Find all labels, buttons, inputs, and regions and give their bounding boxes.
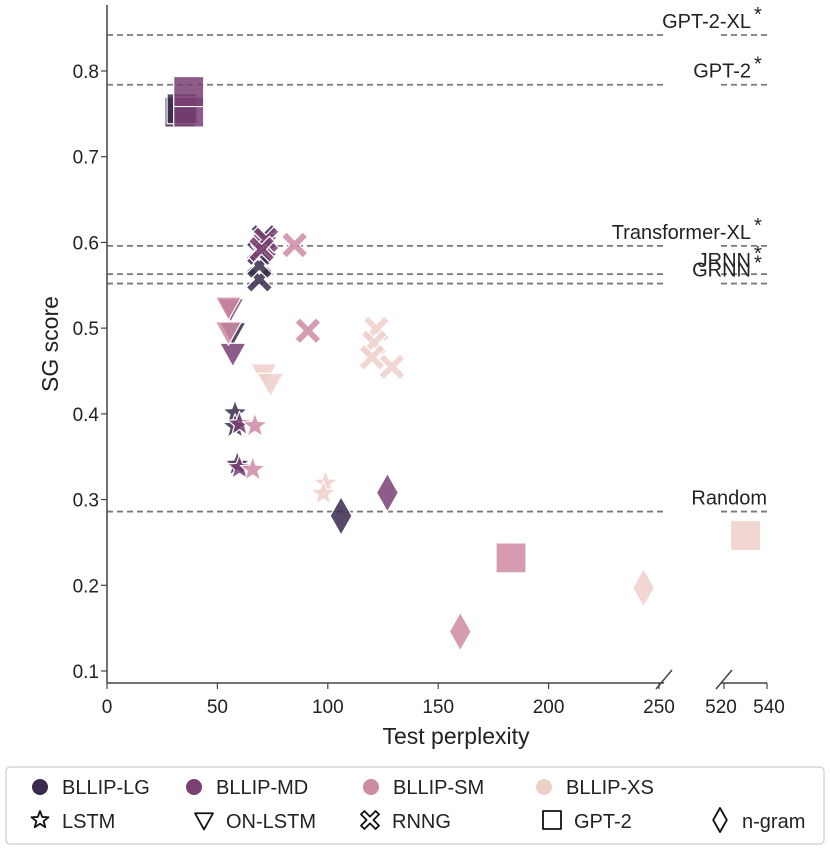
legend-swatch-bllip-sm: [363, 779, 379, 795]
point-rnng-bllip-sm: [281, 231, 309, 259]
x-tick-label: 0: [102, 697, 113, 718]
ref-asterisk: *: [754, 243, 762, 265]
data-points: [164, 75, 762, 652]
legend-marker-x: [360, 810, 380, 830]
x-tick-label: 50: [207, 697, 228, 718]
legend-label: BLLIP-XS: [566, 777, 654, 799]
legend-label: BLLIP-MD: [216, 777, 308, 799]
legend-label: ON-LSTM: [226, 811, 316, 833]
point-on-lstm-bllip-xs: [256, 372, 284, 398]
x-tick-label: 520: [705, 697, 737, 718]
ref-asterisk: *: [754, 54, 762, 76]
point-rnng-bllip-sm: [294, 317, 322, 345]
x-tick-label: 250: [643, 697, 675, 718]
legend-label: n-gram: [742, 811, 805, 833]
axes: [106, 5, 767, 690]
x-tick-label: 540: [753, 697, 785, 718]
point-on-lstm-bllip-md: [219, 342, 247, 368]
reference-line-gpt-2-xl: GPT-2-XL *: [107, 4, 767, 36]
ref-asterisk: *: [754, 4, 762, 26]
y-tick-label: 0.3: [73, 491, 99, 512]
point-lstm-bllip-md: [226, 410, 253, 436]
ref-label: GRNN: [692, 260, 751, 282]
reference-line-jrnn: JRNN *: [107, 243, 767, 276]
reference-lines: GPT-2-XL *GPT-2 *Transformer-XL *JRNN *GRNN *…: [107, 4, 767, 513]
legend-marker-diamond: [712, 807, 728, 833]
reference-line-gpt-2: GPT-2 *: [107, 54, 767, 86]
legend-frame: [5, 766, 825, 845]
point-lstm-bllip-sm: [241, 412, 268, 437]
point-gpt-2-bllip-sm: [495, 542, 527, 574]
point-n-gram-bllip-sm: [448, 611, 472, 652]
ref-label: JRNN: [698, 250, 751, 272]
legend-swatch-bllip-md: [186, 779, 202, 795]
point-on-lstm-bllip-sm: [214, 321, 243, 346]
y-tick-label: 0.2: [73, 576, 99, 597]
axis-break-right: [715, 669, 733, 690]
point-rnng-bllip-xs: [378, 353, 406, 381]
point-n-gram-bllip-lg: [329, 496, 353, 536]
ref-label: GPT-2-XL: [662, 11, 751, 33]
y-tick-label: 0.5: [73, 319, 99, 340]
legend-label: RNNG: [392, 811, 451, 833]
legend-label: BLLIP-LG: [62, 777, 150, 799]
reference-line-transformer-xl: Transformer-XL *: [107, 215, 767, 247]
point-gpt-2-bllip-md: [173, 75, 205, 108]
ref-label: Transformer-XL: [612, 222, 751, 244]
point-rnng-bllip-md: [247, 235, 276, 263]
y-tick-label: 0.7: [73, 148, 99, 169]
point-lstm-bllip-md: [226, 454, 253, 479]
ref-asterisk: *: [754, 215, 762, 237]
legend-label: GPT-2: [574, 811, 632, 833]
ref-label: GPT-2: [693, 61, 751, 83]
y-tick-label: 0.8: [73, 62, 99, 83]
x-tick-label: 100: [312, 697, 344, 718]
point-rnng-bllip-xs: [358, 343, 386, 371]
legend-swatch-bllip-lg: [32, 779, 48, 795]
y-axis-title: SG score: [37, 296, 63, 392]
ticks: 0.1 0.2 0.3 0.4 0.5 0.6 0.7 0.8 0 50 100 150 200 250 5…: [73, 62, 785, 718]
legend-marker-star: [30, 810, 50, 829]
x-axis-title: Test perplexity: [382, 723, 530, 749]
y-tick-label: 0.4: [73, 405, 100, 426]
y-tick-label: 0.6: [73, 233, 99, 254]
legend-marker-triangle-down: [194, 812, 214, 831]
legend-label: BLLIP-SM: [393, 777, 484, 799]
point-n-gram-bllip-md: [375, 472, 399, 513]
legend-swatch-bllip-xs: [536, 779, 552, 795]
point-gpt-2-bllip-xs: [729, 519, 762, 552]
ref-asterisk: *: [754, 253, 762, 275]
point-on-lstm-bllip-sm: [214, 296, 243, 321]
ref-label: Random: [691, 488, 767, 510]
point-lstm-bllip-sm: [239, 455, 266, 481]
legend-label: LSTM: [62, 811, 115, 833]
x-tick-label: 200: [533, 697, 565, 718]
point-n-gram-bllip-xs: [632, 568, 656, 608]
x-tick-label: 150: [422, 697, 454, 718]
legend: BLLIP-LG BLLIP-MD BLLIP-SM BLLIP-XS LSTM ON-L…: [5, 766, 825, 845]
point-lstm-bllip-xs: [310, 479, 337, 505]
legend-marker-square: [542, 810, 562, 830]
y-tick-label: 0.1: [73, 662, 99, 683]
reference-line-random: Random: [107, 488, 767, 513]
reference-line-grnn: GRNN *: [107, 253, 767, 285]
